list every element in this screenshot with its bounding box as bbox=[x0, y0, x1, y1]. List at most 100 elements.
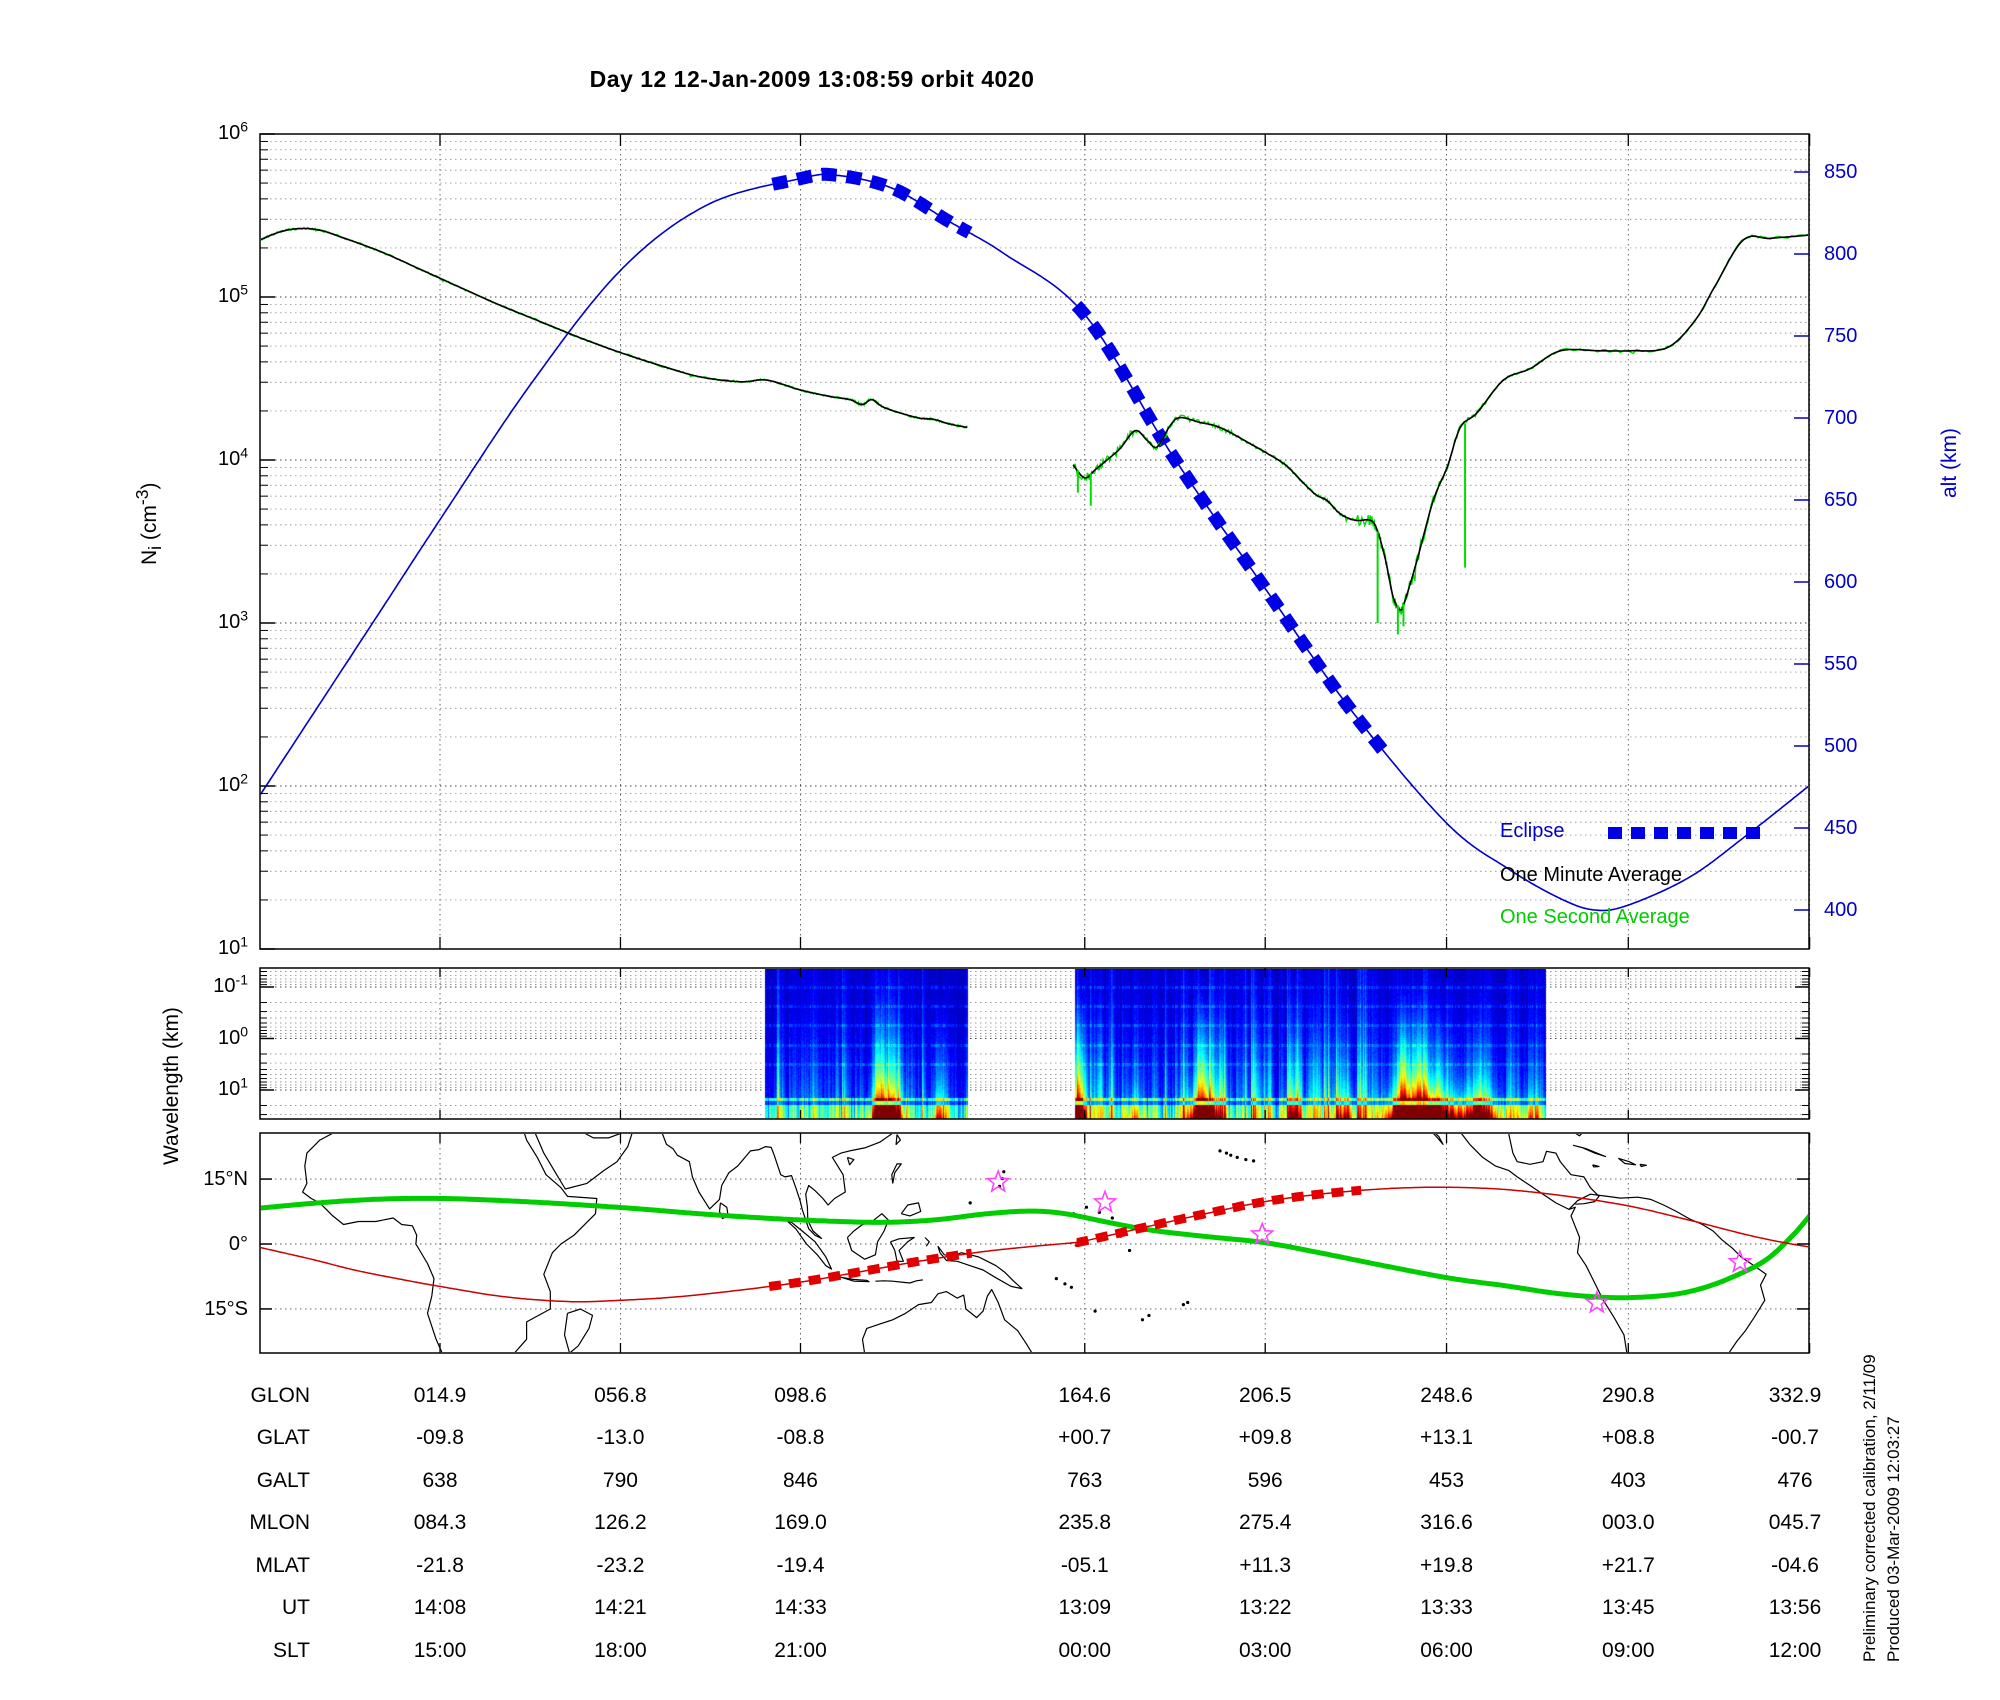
cell-slt-1: 18:00 bbox=[594, 1639, 647, 1662]
alt-tick-750: 750 bbox=[1824, 325, 1858, 347]
cell-galt-4: 596 bbox=[1247, 1469, 1283, 1492]
cell-ut-1: 14:21 bbox=[594, 1596, 647, 1619]
ni-tick-10e4: 104 bbox=[217, 444, 248, 470]
table-row-galt: GALT 638 790 846 763 596 453 403 476 bbox=[0, 1469, 2000, 1501]
cell-mlon-3: 235.8 bbox=[1058, 1511, 1112, 1534]
cell-mlat-7: -04.6 bbox=[1771, 1554, 1819, 1577]
cell-glon-3: 164.6 bbox=[1058, 1384, 1112, 1407]
cell-galt-0: 638 bbox=[422, 1469, 458, 1492]
legend-one-second: One Second Average bbox=[1500, 906, 1690, 928]
alt-tick-800: 800 bbox=[1824, 243, 1858, 265]
legend-eclipse: Eclipse bbox=[1500, 820, 1565, 842]
alt-tick-400: 400 bbox=[1824, 899, 1858, 921]
wavelength-tick-10e1: 101 bbox=[217, 1074, 248, 1100]
cell-mlon-6: 003.0 bbox=[1602, 1511, 1655, 1534]
row-label-ut: UT bbox=[282, 1596, 310, 1619]
ni-label-mid: (cm bbox=[138, 505, 161, 546]
map-lat-tick-1: 0° bbox=[228, 1233, 248, 1255]
cell-mlat-5: +19.8 bbox=[1419, 1554, 1474, 1577]
gridlines bbox=[260, 133, 1811, 1353]
ni-label-base: N bbox=[138, 549, 161, 565]
cell-galt-3: 763 bbox=[1067, 1469, 1103, 1492]
alt-tick-850: 850 bbox=[1824, 161, 1858, 183]
cell-mlon-1: 126.2 bbox=[594, 1511, 647, 1534]
cell-galt-1: 790 bbox=[602, 1469, 638, 1492]
map-layer bbox=[261, 1134, 1808, 1352]
cell-ut-6: 13:45 bbox=[1602, 1596, 1655, 1619]
row-label-galt: GALT bbox=[256, 1469, 310, 1492]
row-label-mlat: MLAT bbox=[255, 1554, 310, 1577]
cell-glat-5: +13.1 bbox=[1419, 1426, 1474, 1449]
cell-mlat-4: +11.3 bbox=[1239, 1554, 1291, 1577]
cell-mlon-7: 045.7 bbox=[1768, 1511, 1822, 1534]
row-label-glat: GLAT bbox=[256, 1426, 310, 1449]
cell-galt-7: 476 bbox=[1777, 1469, 1813, 1492]
cell-glat-6: +08.8 bbox=[1601, 1426, 1655, 1449]
cell-ut-4: 13:22 bbox=[1238, 1596, 1292, 1619]
y2-axis-label-altitude: alt (km) bbox=[1938, 428, 1961, 498]
y-axis-label-density: Ni (cm-3) bbox=[132, 482, 165, 565]
cell-glat-4: +09.8 bbox=[1238, 1426, 1292, 1449]
cell-slt-0: 15:00 bbox=[413, 1639, 467, 1662]
cell-glat-1: -13.0 bbox=[596, 1426, 645, 1449]
cell-ut-0: 14:08 bbox=[413, 1596, 467, 1619]
spectrogram-image bbox=[261, 969, 1809, 1119]
alt-tick-700: 700 bbox=[1824, 407, 1858, 429]
density-altitude-curves bbox=[261, 167, 1808, 912]
alt-tick-450: 450 bbox=[1824, 817, 1858, 839]
cell-galt-5: 453 bbox=[1429, 1469, 1465, 1492]
table-row-glon: GLON 014.9 056.8 098.6 164.6 206.5 248.6 290.8 3… bbox=[0, 1384, 2000, 1416]
cell-slt-3: 00:00 bbox=[1058, 1639, 1112, 1662]
cell-slt-5: 06:00 bbox=[1420, 1639, 1473, 1662]
map-lat-tick-2: 15°S bbox=[204, 1297, 248, 1320]
cell-galt-6: 403 bbox=[1610, 1469, 1646, 1492]
ni-label-sup: -3 bbox=[132, 489, 152, 506]
alt-tick-650: 650 bbox=[1824, 489, 1858, 511]
cell-glon-7: 332.9 bbox=[1768, 1384, 1822, 1407]
cell-mlat-1: -23.2 bbox=[596, 1554, 645, 1577]
cell-slt-2: 21:00 bbox=[774, 1639, 827, 1662]
page-title: Day 12 12-Jan-2009 13:08:59 orbit 4020 bbox=[589, 66, 1035, 92]
cell-glat-2: -08.8 bbox=[776, 1426, 825, 1449]
ni-tick-10e2: 102 bbox=[217, 770, 248, 796]
alt-tick-550: 550 bbox=[1824, 653, 1858, 675]
table-row-ut: UT 14:08 14:21 14:33 13:09 13:22 13:33 13:45 13:… bbox=[0, 1596, 2000, 1628]
table-row-glat: GLAT -09.8 -13.0 -08.8 +00.7 +09.8 +13.1 +08.8 -… bbox=[0, 1426, 2000, 1458]
cell-ut-5: 13:33 bbox=[1420, 1596, 1473, 1619]
wavelength-tick-10e-1: 10-1 bbox=[213, 971, 248, 997]
row-label-slt: SLT bbox=[273, 1639, 310, 1662]
cell-slt-4: 03:00 bbox=[1238, 1639, 1292, 1662]
cell-mlat-0: -21.8 bbox=[416, 1554, 464, 1577]
cell-galt-2: 846 bbox=[782, 1469, 818, 1492]
cell-glon-5: 248.6 bbox=[1420, 1384, 1473, 1407]
cell-mlon-5: 316.6 bbox=[1420, 1511, 1473, 1534]
ni-tick-10e1: 101 bbox=[217, 933, 248, 959]
cell-mlat-2: -19.4 bbox=[776, 1554, 825, 1577]
cell-glon-0: 014.9 bbox=[413, 1384, 467, 1407]
cell-ut-7: 13:56 bbox=[1768, 1596, 1822, 1619]
ni-tick-10e6: 106 bbox=[217, 118, 248, 144]
table-row-slt: SLT 15:00 18:00 21:00 00:00 03:00 06:00 09:00 12… bbox=[0, 1639, 2000, 1671]
cell-glon-6: 290.8 bbox=[1602, 1384, 1655, 1407]
alt-tick-500: 500 bbox=[1824, 735, 1858, 757]
wavelength-tick-10e0: 100 bbox=[217, 1022, 248, 1049]
table-row-mlat: MLAT -21.8 -23.2 -19.4 -05.1 +11.3 +19.8 +21.7 -… bbox=[0, 1554, 2000, 1586]
cell-mlat-6: +21.7 bbox=[1601, 1554, 1655, 1577]
cell-glon-2: 098.6 bbox=[774, 1384, 827, 1407]
cell-glon-1: 056.8 bbox=[594, 1384, 647, 1407]
ni-tick-10e3: 103 bbox=[217, 607, 248, 633]
row-label-mlon: MLON bbox=[249, 1511, 310, 1534]
map-lat-tick-0: 15°N bbox=[203, 1168, 248, 1191]
cell-glon-4: 206.5 bbox=[1238, 1384, 1292, 1407]
row-label-glon: GLON bbox=[250, 1384, 310, 1407]
ni-tick-10e5: 105 bbox=[217, 281, 248, 307]
cell-glat-0: -09.8 bbox=[416, 1426, 464, 1449]
cell-slt-7: 12:00 bbox=[1768, 1639, 1822, 1662]
cell-mlat-3: -05.1 bbox=[1060, 1554, 1109, 1577]
cell-ut-3: 13:09 bbox=[1058, 1596, 1112, 1619]
ni-label-end: ) bbox=[138, 482, 161, 490]
alt-tick-600: 600 bbox=[1824, 571, 1858, 593]
cell-mlon-0: 084.3 bbox=[413, 1511, 467, 1534]
